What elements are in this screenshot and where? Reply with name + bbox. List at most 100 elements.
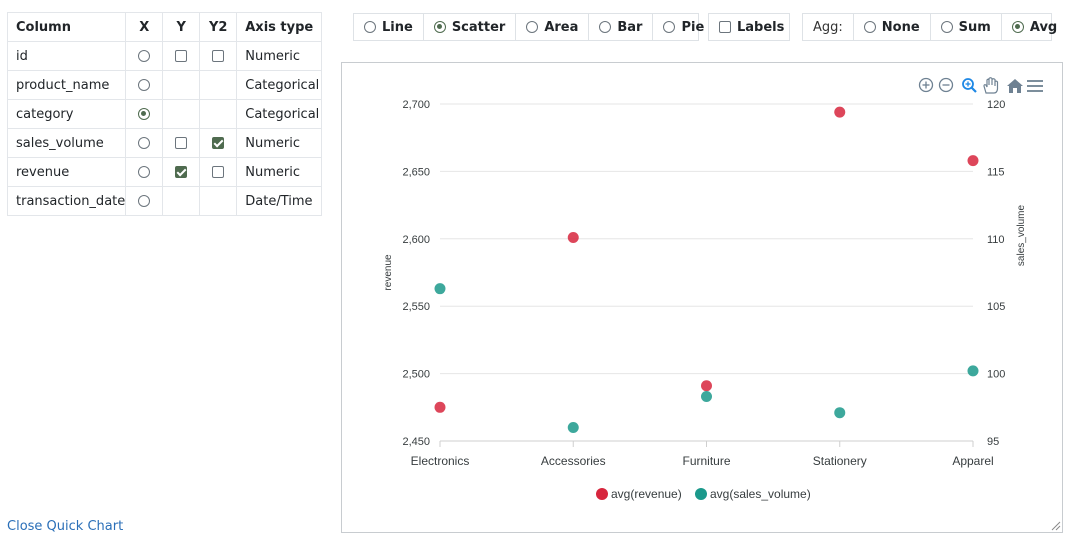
y-cell: [162, 186, 201, 216]
chart-type-label: Area: [544, 19, 579, 35]
y2-cell: [199, 157, 238, 187]
table-row: revenue Numeric: [6, 157, 323, 187]
y2-checkbox[interactable]: [212, 50, 225, 62]
pan-icon[interactable]: [983, 77, 999, 94]
x-radio[interactable]: [138, 50, 151, 62]
columns-table: Column X Y Y2 Axis type id Numeric product…: [6, 12, 323, 216]
chart-type-line[interactable]: Line: [354, 14, 424, 40]
agg-avg[interactable]: Avg: [1002, 14, 1067, 40]
axis-type: Date/Time: [236, 186, 323, 216]
axis-type: Numeric: [236, 128, 323, 158]
chart-type-radio[interactable]: [433, 21, 446, 33]
header-y2: Y2: [199, 12, 238, 42]
chart-type-scatter[interactable]: Scatter: [424, 14, 517, 40]
y-tick-label: 2,450: [402, 436, 430, 448]
chart-type-radio[interactable]: [663, 21, 676, 33]
y-cell: [162, 70, 201, 100]
resize-handle[interactable]: [1051, 521, 1061, 531]
y2-checkbox[interactable]: [212, 137, 225, 149]
menu-icon[interactable]: [1027, 80, 1043, 92]
y-tick-label: 2,700: [402, 99, 430, 111]
point-avg-sales_volume[interactable]: [434, 283, 446, 295]
labels-group: Labels: [708, 13, 790, 41]
x-tick-label: Accessories: [541, 454, 606, 468]
y2-tick-label: 115: [987, 166, 1005, 178]
x-cell: [125, 70, 164, 100]
column-name: id: [6, 41, 127, 71]
labels-toggle[interactable]: Labels: [709, 14, 794, 40]
point-avg-revenue[interactable]: [434, 401, 446, 413]
chart-type-bar[interactable]: Bar: [589, 14, 654, 40]
y2-cell: [199, 99, 238, 129]
table-row: sales_volume Numeric: [6, 128, 323, 158]
point-avg-revenue[interactable]: [567, 231, 579, 243]
point-avg-sales_volume[interactable]: [834, 407, 846, 419]
legend-item[interactable]: avg(revenue): [596, 487, 682, 501]
x-cell: [125, 128, 164, 158]
chart-panel: 2,700 2,650 2,600 2,550 2,500 2,450 revenue 12…: [341, 62, 1063, 533]
agg-none[interactable]: None: [854, 14, 931, 40]
point-avg-revenue[interactable]: [967, 155, 979, 167]
chart-type-pie[interactable]: Pie: [653, 14, 714, 40]
chart-type-radio[interactable]: [364, 21, 376, 33]
x-radio[interactable]: [138, 137, 151, 149]
legend-marker: [596, 488, 608, 500]
y2-tick-label: 120: [987, 99, 1005, 111]
agg-label: Agg:: [803, 14, 854, 40]
y-checkbox[interactable]: [175, 50, 188, 62]
labels-checkbox[interactable]: [719, 21, 731, 33]
agg-option-label: None: [881, 19, 920, 35]
y-cell: [162, 41, 201, 71]
chart-type-radio[interactable]: [599, 21, 612, 33]
zoom-in-icon[interactable]: [918, 77, 934, 93]
y2-checkbox[interactable]: [212, 166, 225, 178]
x-cell: [125, 157, 164, 187]
x-cell: [125, 99, 164, 129]
home-icon[interactable]: [1007, 79, 1023, 93]
chart-type-area[interactable]: Area: [516, 14, 590, 40]
x-tick-label: Electronics: [411, 454, 470, 468]
point-avg-revenue[interactable]: [834, 106, 846, 118]
x-tick-label: Apparel: [952, 454, 993, 468]
table-row: category Categorical: [6, 99, 323, 129]
x-radio[interactable]: [138, 195, 151, 207]
chart-type-label: Pie: [681, 19, 705, 35]
header-x: X: [125, 12, 164, 42]
x-radio[interactable]: [138, 108, 151, 120]
point-avg-sales_volume[interactable]: [567, 422, 579, 434]
y2-tick-label: 110: [987, 234, 1005, 246]
agg-radio[interactable]: [863, 21, 876, 33]
y-checkbox[interactable]: [175, 137, 188, 149]
axis-type: Categorical: [236, 99, 323, 129]
header-column: Column: [6, 12, 127, 42]
aggregation-group: Agg: None Sum Avg: [802, 13, 1057, 41]
legend-label: avg(revenue): [611, 487, 682, 501]
y2-cell: [199, 41, 238, 71]
legend-label: avg(sales_volume): [710, 487, 811, 501]
table-row: id Numeric: [6, 41, 323, 71]
point-avg-sales_volume[interactable]: [967, 365, 979, 377]
x-cell: [125, 186, 164, 216]
agg-radio[interactable]: [1011, 21, 1024, 33]
table-row: product_name Categorical: [6, 70, 323, 100]
y-checkbox[interactable]: [175, 166, 188, 178]
chart-type-label: Line: [382, 19, 413, 35]
selection-zoom-icon[interactable]: [962, 78, 977, 93]
point-avg-sales_volume[interactable]: [701, 391, 712, 403]
close-quick-chart-link[interactable]: Close Quick Chart: [7, 519, 124, 534]
chart-type-radio[interactable]: [526, 21, 539, 33]
x-radio[interactable]: [138, 166, 151, 178]
x-radio[interactable]: [138, 79, 151, 91]
legend-item[interactable]: avg(sales_volume): [695, 487, 811, 501]
y2-tick-label: 105: [987, 301, 1005, 313]
columns-table-header: Column X Y Y2 Axis type: [6, 12, 323, 42]
agg-sum[interactable]: Sum: [931, 14, 1002, 40]
zoom-out-icon[interactable]: [938, 77, 954, 93]
axis-type: Numeric: [236, 41, 323, 71]
x-tick-label: Furniture: [682, 454, 730, 468]
column-name: category: [6, 99, 127, 129]
agg-radio[interactable]: [940, 21, 953, 33]
y2-tick-label: 100: [987, 369, 1005, 381]
point-avg-revenue[interactable]: [701, 380, 712, 392]
x-tick-label: Stationery: [813, 454, 867, 468]
